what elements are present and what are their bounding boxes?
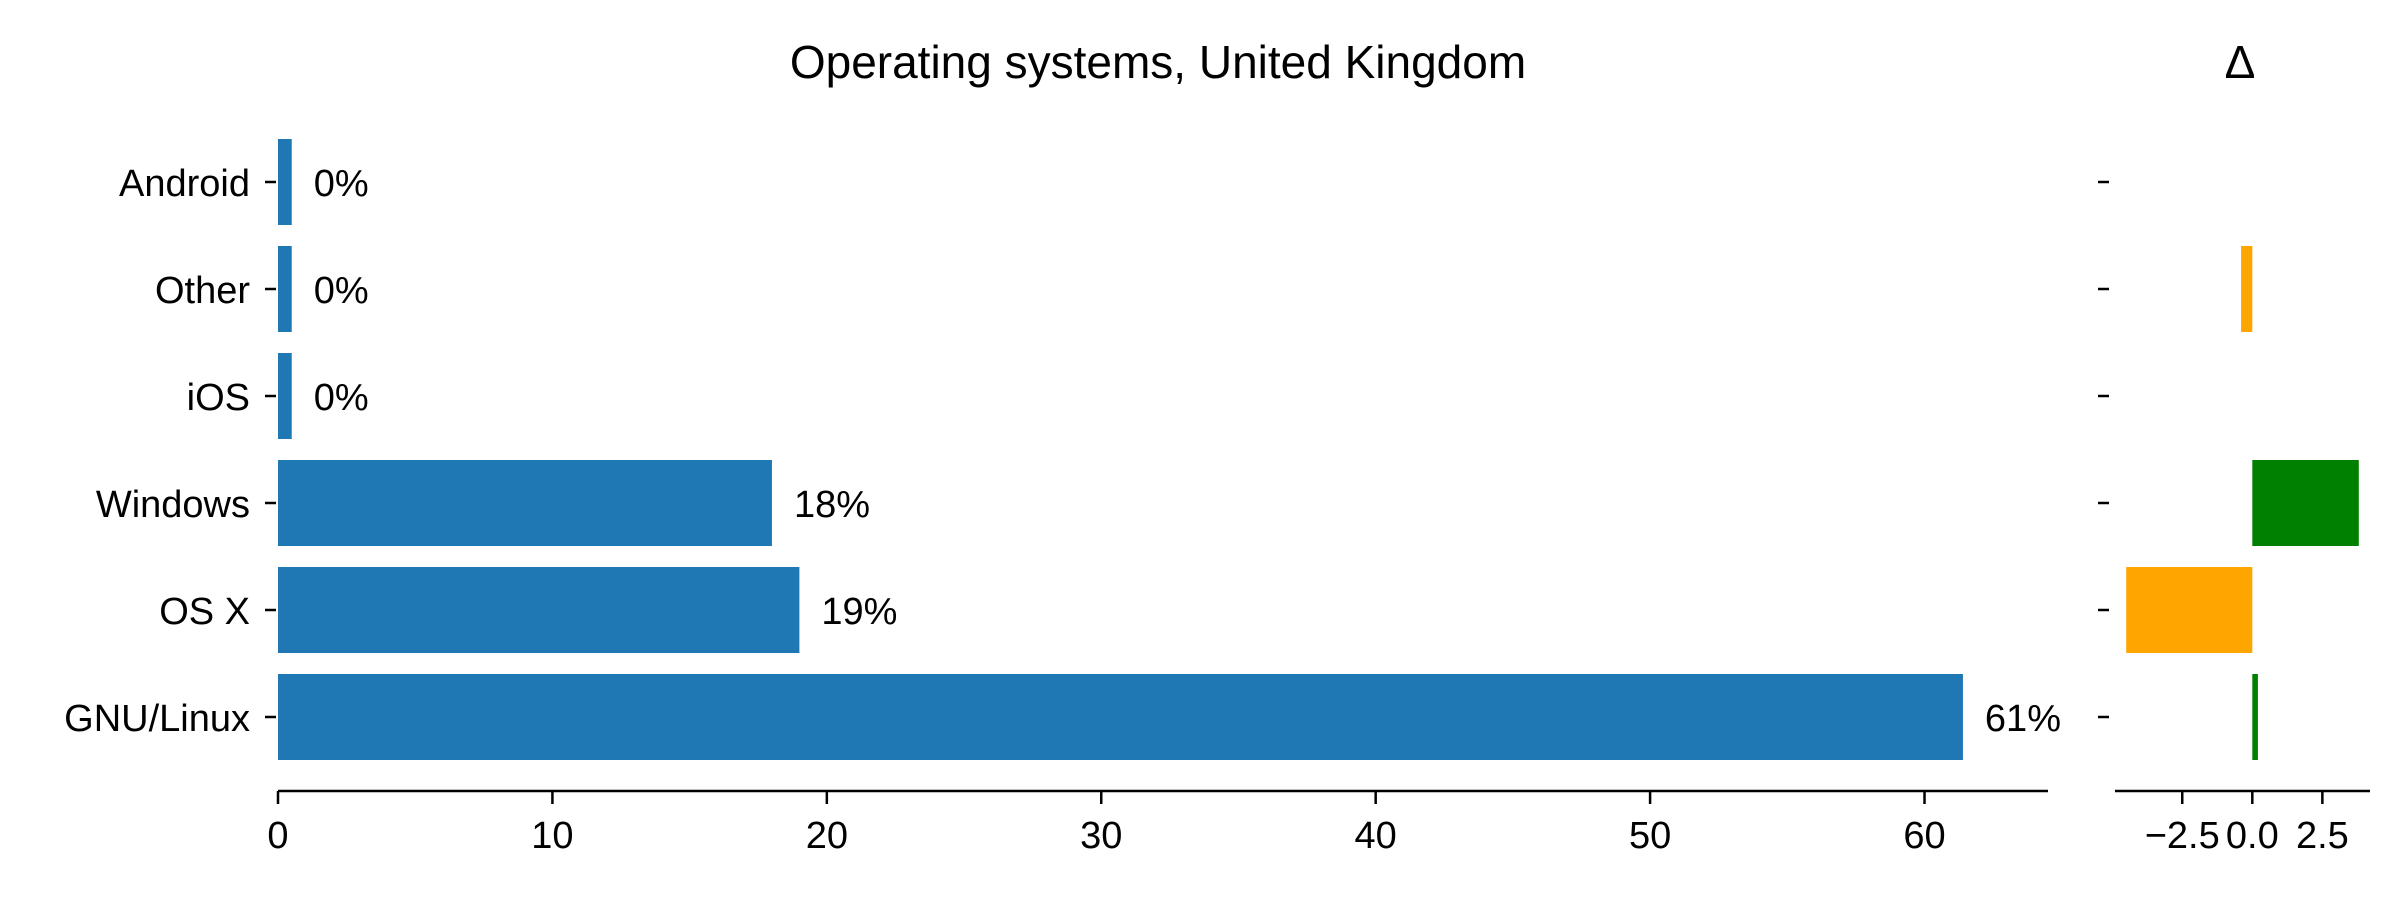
data-label: 0% [314,163,369,205]
delta-bar-other [2241,246,2253,332]
data-label: 18% [794,484,870,526]
y-tick-label: GNU/Linux [64,698,250,740]
main-chart-title: Operating systems, United Kingdom [790,36,1526,88]
bar-ios [278,353,292,439]
x-tick-label: 10 [531,815,573,857]
delta-x-tick-label: −2.5 [2145,815,2220,857]
delta-bar-gnu-linux [2252,674,2258,760]
y-tick-label: Other [155,270,250,312]
delta-chart-title: Δ [2225,36,2256,88]
x-tick-label: 40 [1355,815,1397,857]
bar-os-x [278,567,800,653]
x-tick-label: 30 [1080,815,1122,857]
data-label: 61% [1985,698,2061,740]
data-label: 0% [314,377,369,419]
x-tick-label: 60 [1903,815,1945,857]
y-tick-label: Windows [96,484,250,526]
bar-windows [278,460,772,546]
bar-gnu-linux [278,674,1963,760]
data-label: 0% [314,270,369,312]
y-tick-label: iOS [187,377,250,419]
data-label: 19% [821,591,897,633]
bar-android [278,139,292,225]
x-tick-label: 50 [1629,815,1671,857]
main-plot-area: GNU/Linux 61% OS X 19% Windows 18% iOS 0% Other 0… [64,139,2061,857]
delta-plot-area: −2.5 0.0 2.5 [2098,180,2370,857]
delta-bar-windows [2252,460,2359,546]
y-tick-label: OS X [159,591,250,633]
delta-x-tick-label: 2.5 [2296,815,2349,857]
x-tick-label: 20 [806,815,848,857]
delta-x-tick-label: 0.0 [2226,815,2279,857]
bar-other [278,246,292,332]
y-tick-label: Android [119,163,250,205]
x-tick-label: 0 [267,815,288,857]
delta-bar-os-x [2126,567,2253,653]
